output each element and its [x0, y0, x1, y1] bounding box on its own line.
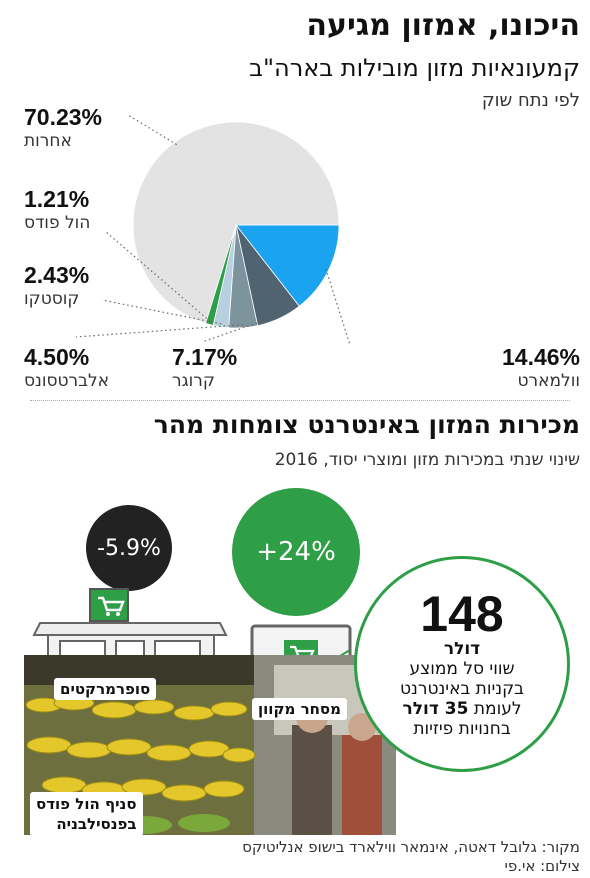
callout-line3-pre: לעומת	[468, 699, 522, 719]
pie-slice-5	[132, 121, 340, 324]
name-albertsons: אלברטסונס	[24, 371, 109, 391]
online-label: מסחר מקוון	[252, 698, 347, 720]
callout-line2: בקניות באינטרנט	[400, 679, 524, 699]
source-note: מקור: גלובל דאטה, אינמאר ווילארד בישופ א…	[242, 838, 580, 856]
name-costco: קוסטקו	[24, 289, 80, 309]
pct-walmart: 14.46%	[501, 344, 580, 370]
callout-line4: בחנויות פיזיות	[413, 719, 511, 739]
callout-line1: שווי סל ממוצע	[409, 659, 515, 679]
photo-caption: סניף הול פודס בפנסילבניה	[30, 792, 143, 836]
pct-costco: 2.43%	[24, 262, 90, 288]
online-change-value: +24%	[256, 537, 336, 567]
label-albertsons: 4.50% אלברטסונס	[24, 344, 109, 391]
section2-title: מכירות המזון באינטרנט צומחות מהר	[153, 410, 580, 439]
pct-others: 70.23%	[24, 104, 103, 130]
pct-albertsons: 4.50%	[24, 344, 90, 370]
basket-callout: 148 דולר שווי סל ממוצע בקניות באינטרנט ל…	[354, 556, 570, 772]
supermarket-change-bubble: -5.9%	[86, 505, 172, 591]
name-kroger: קרוגר	[172, 371, 215, 391]
label-walmart: 14.46% וולמארט	[502, 344, 580, 391]
pie-chart	[75, 114, 351, 346]
photo-credit: צילום: אי.פי	[504, 857, 580, 875]
leader-line-4	[105, 231, 211, 322]
leader-line-0	[325, 268, 351, 346]
callout-unit: דולר	[443, 639, 481, 659]
label-kroger: 7.17% קרוגר	[172, 344, 237, 391]
chart-subtitle: קמעונאיות מזון מובילות בארה"ב	[249, 54, 580, 82]
main-title: היכונו, אמזון מגיעה	[306, 8, 580, 43]
supermarkets-label: סופרמרקטים	[54, 678, 157, 700]
section2-subtitle: שינוי שנתי במכירות מזון ומוצרי יסוד, 201…	[274, 450, 580, 470]
photo-caption-line1: סניף הול פודס	[36, 795, 137, 813]
section-divider	[30, 400, 570, 401]
online-change-bubble: +24%	[232, 488, 360, 616]
label-others: 70.23% אחרות	[24, 104, 102, 151]
label-wholefoods: 1.21% הול פודס	[24, 186, 90, 233]
name-others: אחרות	[24, 131, 72, 151]
leader-line-2	[75, 324, 244, 338]
photo-caption-line2: בפנסילבניה	[56, 815, 137, 833]
callout-line3-bold: 35 דולר	[402, 699, 469, 719]
callout-line3: לעומת 35 דולר	[403, 699, 522, 719]
name-walmart: וולמארט	[517, 371, 580, 391]
pie-slice-0	[235, 224, 340, 307]
name-wholefoods: הול פודס	[24, 213, 91, 233]
supermarket-change-value: -5.9%	[97, 535, 161, 561]
pct-wholefoods: 1.21%	[24, 186, 90, 212]
label-costco: 2.43% קוסטקו	[24, 262, 89, 309]
pct-kroger: 7.17%	[172, 344, 238, 370]
callout-number: 148	[420, 586, 504, 642]
chart-note: לפי נתח שוק	[481, 90, 580, 111]
leader-line-5	[127, 114, 178, 146]
